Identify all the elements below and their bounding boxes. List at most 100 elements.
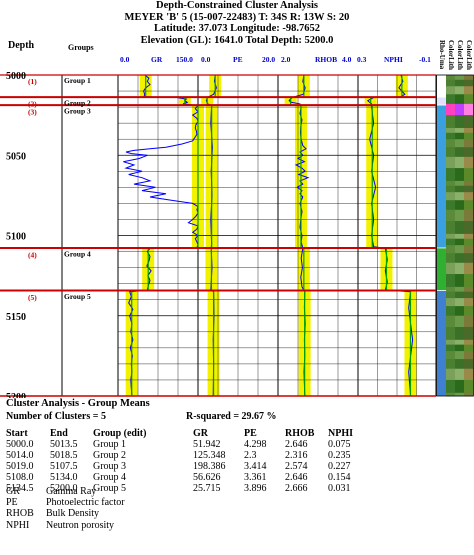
colorlith-fill bbox=[446, 209, 455, 222]
colorlith-fill bbox=[455, 392, 464, 397]
colorlith-fill bbox=[464, 245, 473, 254]
colorlith-fill bbox=[455, 339, 464, 346]
table-row: 5108.0 5134.0 Group 4 56.626 3.361 2.646 0.154 bbox=[6, 472, 368, 483]
colorlith-fill bbox=[455, 200, 464, 211]
colorlith-fill bbox=[446, 86, 455, 95]
rho-uma-fill bbox=[437, 105, 446, 248]
colorlith-fill bbox=[464, 79, 473, 87]
col-gr: GR bbox=[193, 428, 208, 439]
groups-header: Groups bbox=[68, 43, 94, 52]
colorlith-fill bbox=[464, 359, 473, 370]
table-cell: 2.666 bbox=[285, 483, 308, 494]
table-cell: 5014.0 bbox=[6, 450, 34, 461]
rhob-scale-right: 4.0 bbox=[342, 55, 352, 64]
group-marker: (4) bbox=[28, 250, 37, 259]
colorlith-fill bbox=[455, 368, 464, 381]
rho-uma-fill bbox=[437, 248, 446, 291]
colorlith-fill bbox=[455, 147, 464, 158]
mnemonic-legend: GR Gamma Ray PE Photoelectric factor RHOB Bul… bbox=[6, 486, 125, 531]
colorlith-fill bbox=[455, 115, 464, 129]
colorlith-fill bbox=[446, 180, 455, 187]
colorlith-fill bbox=[455, 127, 464, 134]
legend-desc: Photoelectric factor bbox=[46, 497, 125, 509]
group-marker: (1) bbox=[28, 77, 37, 86]
table-cell: 5000.0 bbox=[6, 439, 34, 450]
colorlith-fill bbox=[455, 75, 464, 81]
colorlith-fill bbox=[455, 103, 464, 116]
table-cell: 3.414 bbox=[244, 461, 267, 472]
table-cell: 5013.5 bbox=[50, 439, 78, 450]
colorlith-fill bbox=[446, 315, 455, 328]
colorlith-fill bbox=[446, 94, 455, 105]
colorlith-fill bbox=[464, 115, 473, 129]
table-cell[interactable]: Group 1 bbox=[93, 439, 127, 450]
depth-tick-label: 5200 bbox=[6, 392, 26, 398]
colorlith-header-1: ColorLith bbox=[447, 40, 455, 70]
table-row: 5000.0 5013.5 Group 1 51.942 4.298 2.646 0.075 bbox=[6, 439, 368, 450]
colorlith-fill bbox=[446, 238, 455, 246]
table-cell[interactable]: Group 3 bbox=[93, 461, 127, 472]
table-cell: 5200.0 bbox=[50, 483, 78, 494]
rhob-scale-left: 2.0 bbox=[281, 55, 291, 64]
colorlith-fill bbox=[455, 79, 464, 87]
table-cell: 56.626 bbox=[193, 472, 221, 483]
table-cell: 2.646 bbox=[285, 439, 308, 450]
colorlith-fill bbox=[455, 132, 464, 140]
colorlith-fill bbox=[455, 291, 464, 299]
colorlith-fill bbox=[464, 147, 473, 158]
pe-scale-left: 0.0 bbox=[201, 55, 211, 64]
colorlith-fill bbox=[446, 233, 455, 240]
colorlith-fill bbox=[464, 253, 473, 264]
depth-tick-label: 5150 bbox=[6, 312, 26, 323]
group-marker: (5) bbox=[28, 293, 37, 302]
table-cell: 5108.0 bbox=[6, 472, 34, 483]
depth-tick-label: 5050 bbox=[6, 151, 26, 162]
pe-scale-right: 20.0 bbox=[262, 55, 275, 64]
table-cell: 2.646 bbox=[285, 472, 308, 483]
col-group: Group (edit) bbox=[93, 428, 147, 439]
colorlith-fill bbox=[464, 315, 473, 328]
colorlith-fill bbox=[446, 344, 455, 352]
table-cell[interactable]: Group 5 bbox=[93, 483, 127, 494]
colorlith-fill bbox=[464, 209, 473, 222]
table-cell: 0.031 bbox=[328, 483, 351, 494]
colorlith-fill bbox=[455, 233, 464, 240]
colorlith-fill bbox=[446, 262, 455, 275]
table-cell: 2.574 bbox=[285, 461, 308, 472]
colorlith-fill bbox=[455, 262, 464, 275]
colorlith-fill bbox=[464, 274, 473, 288]
colorlith-fill bbox=[455, 274, 464, 288]
gr-scale-left: 0.0 bbox=[120, 55, 130, 64]
colorlith-fill bbox=[446, 379, 455, 394]
colorlith-fill bbox=[464, 200, 473, 211]
legend-abbr: PE bbox=[6, 497, 18, 509]
colorlith-fill bbox=[446, 286, 455, 293]
colorlith-header-3: ColorLith bbox=[465, 40, 473, 70]
rhob-name: RHOB bbox=[315, 55, 337, 64]
gr-name: GR bbox=[151, 55, 163, 64]
colorlith-fill bbox=[464, 168, 473, 182]
col-end: End bbox=[50, 428, 68, 439]
group-means-table: Start End Group (edit) GR PE RHOB NPHI 5… bbox=[6, 428, 368, 494]
colorlith-fill bbox=[446, 115, 455, 129]
table-cell[interactable]: Group 2 bbox=[93, 450, 127, 461]
r-squared: R-squared = 29.67 % bbox=[186, 411, 277, 422]
table-cell: 2.316 bbox=[285, 450, 308, 461]
colorlith-fill bbox=[464, 344, 473, 352]
table-cell: 0.154 bbox=[328, 472, 351, 483]
colorlith-fill bbox=[455, 168, 464, 182]
colorlith-fill bbox=[446, 185, 455, 193]
rho-uma-header: Rho-Uma bbox=[438, 40, 446, 70]
colorlith-fill bbox=[464, 233, 473, 240]
table-header-row: Start End Group (edit) GR PE RHOB NPHI bbox=[6, 428, 368, 439]
colorlith-fill bbox=[455, 139, 464, 148]
colorlith-fill bbox=[455, 156, 464, 169]
colorlith-fill bbox=[446, 291, 455, 299]
table-cell[interactable]: Group 4 bbox=[93, 472, 127, 483]
table-cell: 25.715 bbox=[193, 483, 221, 494]
table-row: 5019.0 5107.5 Group 3 198.386 3.414 2.574 0.22… bbox=[6, 461, 368, 472]
colorlith-fill bbox=[446, 79, 455, 87]
summary-title: Cluster Analysis - Group Means bbox=[6, 398, 150, 409]
colorlith-fill bbox=[455, 245, 464, 254]
colorlith-fill bbox=[446, 132, 455, 140]
